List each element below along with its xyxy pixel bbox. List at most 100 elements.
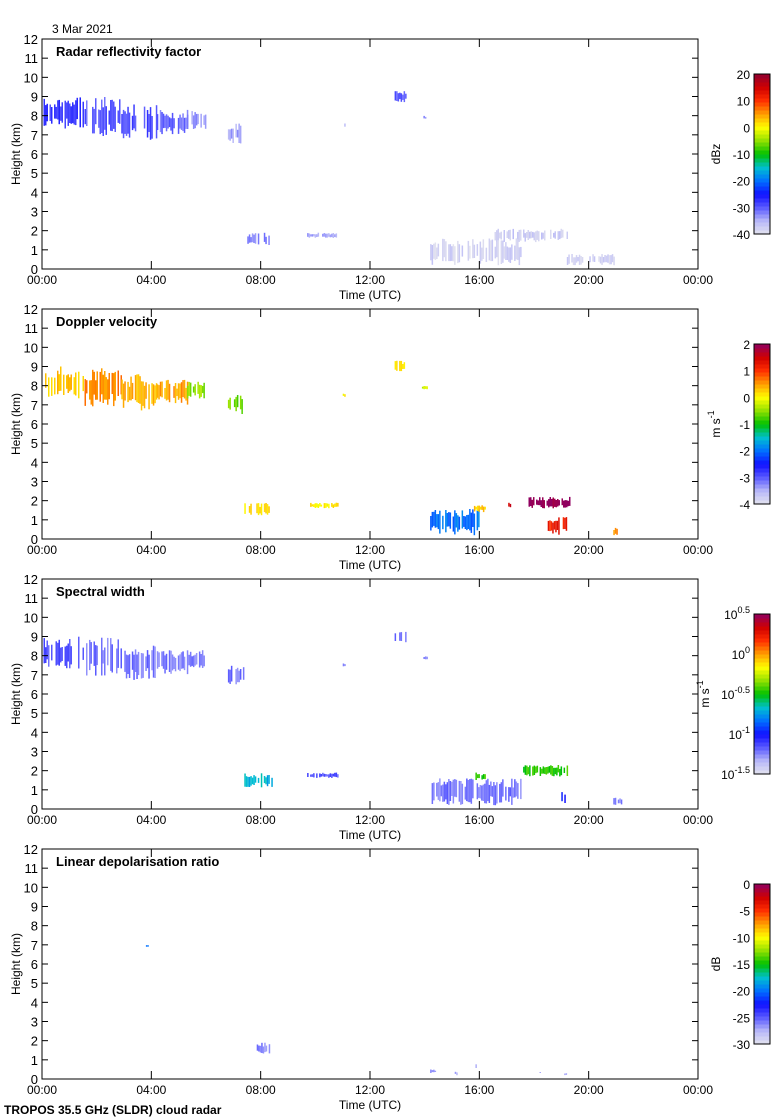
y-tick-label: 10 (24, 340, 38, 355)
echo-column (48, 377, 50, 397)
echo-column (245, 776, 248, 787)
y-tick-label: 11 (25, 321, 39, 336)
colorbar-segment (754, 98, 770, 103)
echo-column (467, 514, 470, 529)
echo-column (191, 656, 193, 666)
echo-column (173, 118, 175, 129)
colorbar-segment (754, 646, 770, 651)
y-tick-label: 11 (25, 591, 39, 606)
echo-column (531, 499, 533, 508)
echo-column (316, 503, 318, 508)
colorbar-segment (754, 432, 770, 437)
echo-column (251, 233, 254, 243)
echo-feature (84, 97, 121, 136)
echo-column (323, 773, 326, 777)
echo-column (496, 230, 498, 242)
x-tick-label: 04:00 (136, 813, 166, 827)
x-tick-label: 20:00 (574, 543, 604, 557)
radar-data (43, 631, 623, 806)
x-tick-label: 20:00 (574, 273, 604, 287)
echo-column (43, 638, 45, 664)
colorbar-tick-exponent: 0.5 (737, 605, 750, 615)
echo-feature (186, 381, 205, 399)
echo-column (452, 516, 455, 532)
echo-column (613, 530, 615, 536)
y-tick-label: 11 (25, 51, 39, 66)
echo-column (120, 648, 122, 669)
echo-column (311, 504, 314, 507)
colorbar-segment (754, 90, 770, 95)
colorbar-segment (754, 154, 770, 159)
echo-column (500, 231, 502, 240)
echo-column (307, 773, 309, 777)
echo-column (526, 765, 528, 776)
echo-column (156, 114, 159, 130)
colorbar-tick-label: 10 (737, 95, 751, 109)
colorbar-segment (754, 1040, 770, 1045)
echo-column (497, 228, 499, 241)
colorbar-segment (754, 94, 770, 99)
echo-column (164, 388, 166, 399)
colorbar-segment (754, 690, 770, 695)
y-tick-label: 3 (31, 475, 38, 490)
echo-column (334, 503, 336, 507)
echo-column (568, 254, 570, 264)
colorbar-segment (754, 412, 770, 417)
echo-column (461, 783, 464, 805)
colorbar-segment (754, 82, 770, 87)
x-tick-label: 04:00 (136, 273, 166, 287)
echo-column (86, 100, 88, 126)
colorbar-segment (754, 134, 770, 139)
echo-column (203, 382, 205, 399)
echo-column (148, 114, 150, 132)
echo-column (152, 645, 155, 678)
colorbar-segment (754, 222, 770, 227)
colorbar-segment (754, 388, 770, 393)
colorbar-segment (754, 722, 770, 727)
echo-column (458, 244, 461, 263)
echo-column (423, 657, 425, 659)
y-tick-label: 0 (31, 532, 38, 547)
echo-feature (244, 773, 273, 788)
colorbar-segment (754, 1032, 770, 1037)
echo-column (107, 637, 109, 666)
x-tick-label: 16:00 (464, 1083, 494, 1097)
echo-column (72, 102, 74, 124)
y-tick-label: 0 (31, 262, 38, 277)
echo-column (440, 785, 443, 797)
echo-column (124, 650, 126, 672)
echo-column (553, 232, 555, 238)
echo-column (458, 780, 461, 802)
echo-column (69, 639, 71, 669)
echo-column (75, 100, 77, 126)
echo-column (540, 500, 542, 507)
echo-column (239, 395, 242, 410)
colorbar-segment (754, 956, 770, 961)
colorbar-segment (754, 972, 770, 977)
colorbar-tick-label: -40 (733, 228, 751, 242)
echo-column (165, 380, 168, 401)
echo-column (236, 395, 239, 408)
colorbar-segment (754, 726, 770, 731)
colorbar-segment (754, 932, 770, 937)
colorbar-segment (754, 460, 770, 465)
echo-column (101, 368, 103, 395)
echo-feature (86, 637, 122, 676)
echo-column (505, 242, 507, 260)
echo-column (470, 778, 473, 804)
echo-column (529, 765, 531, 777)
echo-column (488, 784, 491, 803)
echo-column (177, 117, 180, 134)
echo-column (547, 766, 549, 774)
echo-column (259, 1045, 262, 1053)
echo-column (263, 776, 266, 784)
echo-column (90, 380, 92, 405)
echo-column (433, 511, 435, 526)
echo-column (128, 654, 131, 678)
echo-column (253, 234, 255, 243)
echo-column (82, 101, 84, 128)
echo-column (78, 636, 80, 669)
echo-column (95, 645, 97, 676)
echo-feature (494, 228, 568, 243)
echo-column (229, 669, 231, 684)
